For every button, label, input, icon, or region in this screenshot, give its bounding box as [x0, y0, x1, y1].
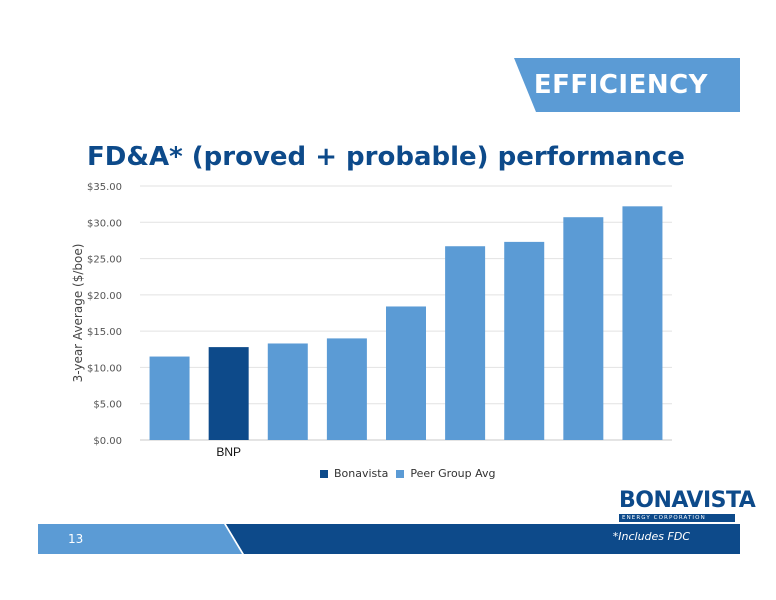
x-category-label-1: BNP	[216, 445, 241, 459]
legend-swatch-peer-group	[396, 469, 405, 478]
bar-3	[326, 338, 367, 440]
legend-item-bonavista: Bonavista	[320, 467, 388, 480]
page-number: 13	[68, 532, 84, 546]
legend-swatch-bonavista	[320, 469, 328, 478]
y-tick-label-1: $5.00	[93, 400, 122, 411]
bar-0	[149, 356, 190, 440]
y-tick-label-2: $10.00	[87, 363, 122, 374]
y-axis-label: 3-year Average ($/boe)	[71, 244, 85, 383]
bar-5	[445, 246, 486, 440]
footer-shape	[38, 524, 740, 554]
footer-band: 13 *Includes FDC	[38, 524, 740, 554]
bar-1	[208, 347, 249, 440]
bar-8	[622, 206, 663, 440]
badge-shape	[514, 58, 740, 112]
logo-tagline: ENERGY CORPORATION	[619, 514, 735, 522]
company-logo: BONAVISTA ENERGY CORPORATION	[619, 488, 756, 522]
legend-item-peer-group: Peer Group Avg	[396, 467, 496, 480]
y-tick-label-6: $30.00	[87, 218, 122, 229]
y-tick-label-5: $25.00	[87, 255, 122, 266]
y-tick-label-0: $0.00	[93, 436, 122, 447]
bar-2	[267, 343, 308, 440]
legend-label-peer-group: Peer Group Avg	[410, 467, 496, 480]
legend-label-bonavista: Bonavista	[334, 467, 389, 480]
y-tick-label-7: $35.00	[87, 182, 122, 193]
bar-4	[386, 306, 426, 440]
y-tick-label-3: $15.00	[87, 327, 122, 338]
bar-7	[563, 217, 604, 440]
footnote: *Includes FDC	[612, 530, 690, 543]
y-tick-label-4: $20.00	[87, 291, 122, 302]
logo-wordmark: BONAVISTA	[619, 488, 756, 513]
chart-legend: Bonavista Peer Group Avg	[320, 467, 504, 480]
bar-6	[504, 241, 545, 440]
badge-label: EFFICIENCY	[533, 70, 708, 100]
section-badge: EFFICIENCY	[514, 58, 740, 112]
slide-title: FD&A* (proved + probable) performance	[87, 142, 685, 172]
